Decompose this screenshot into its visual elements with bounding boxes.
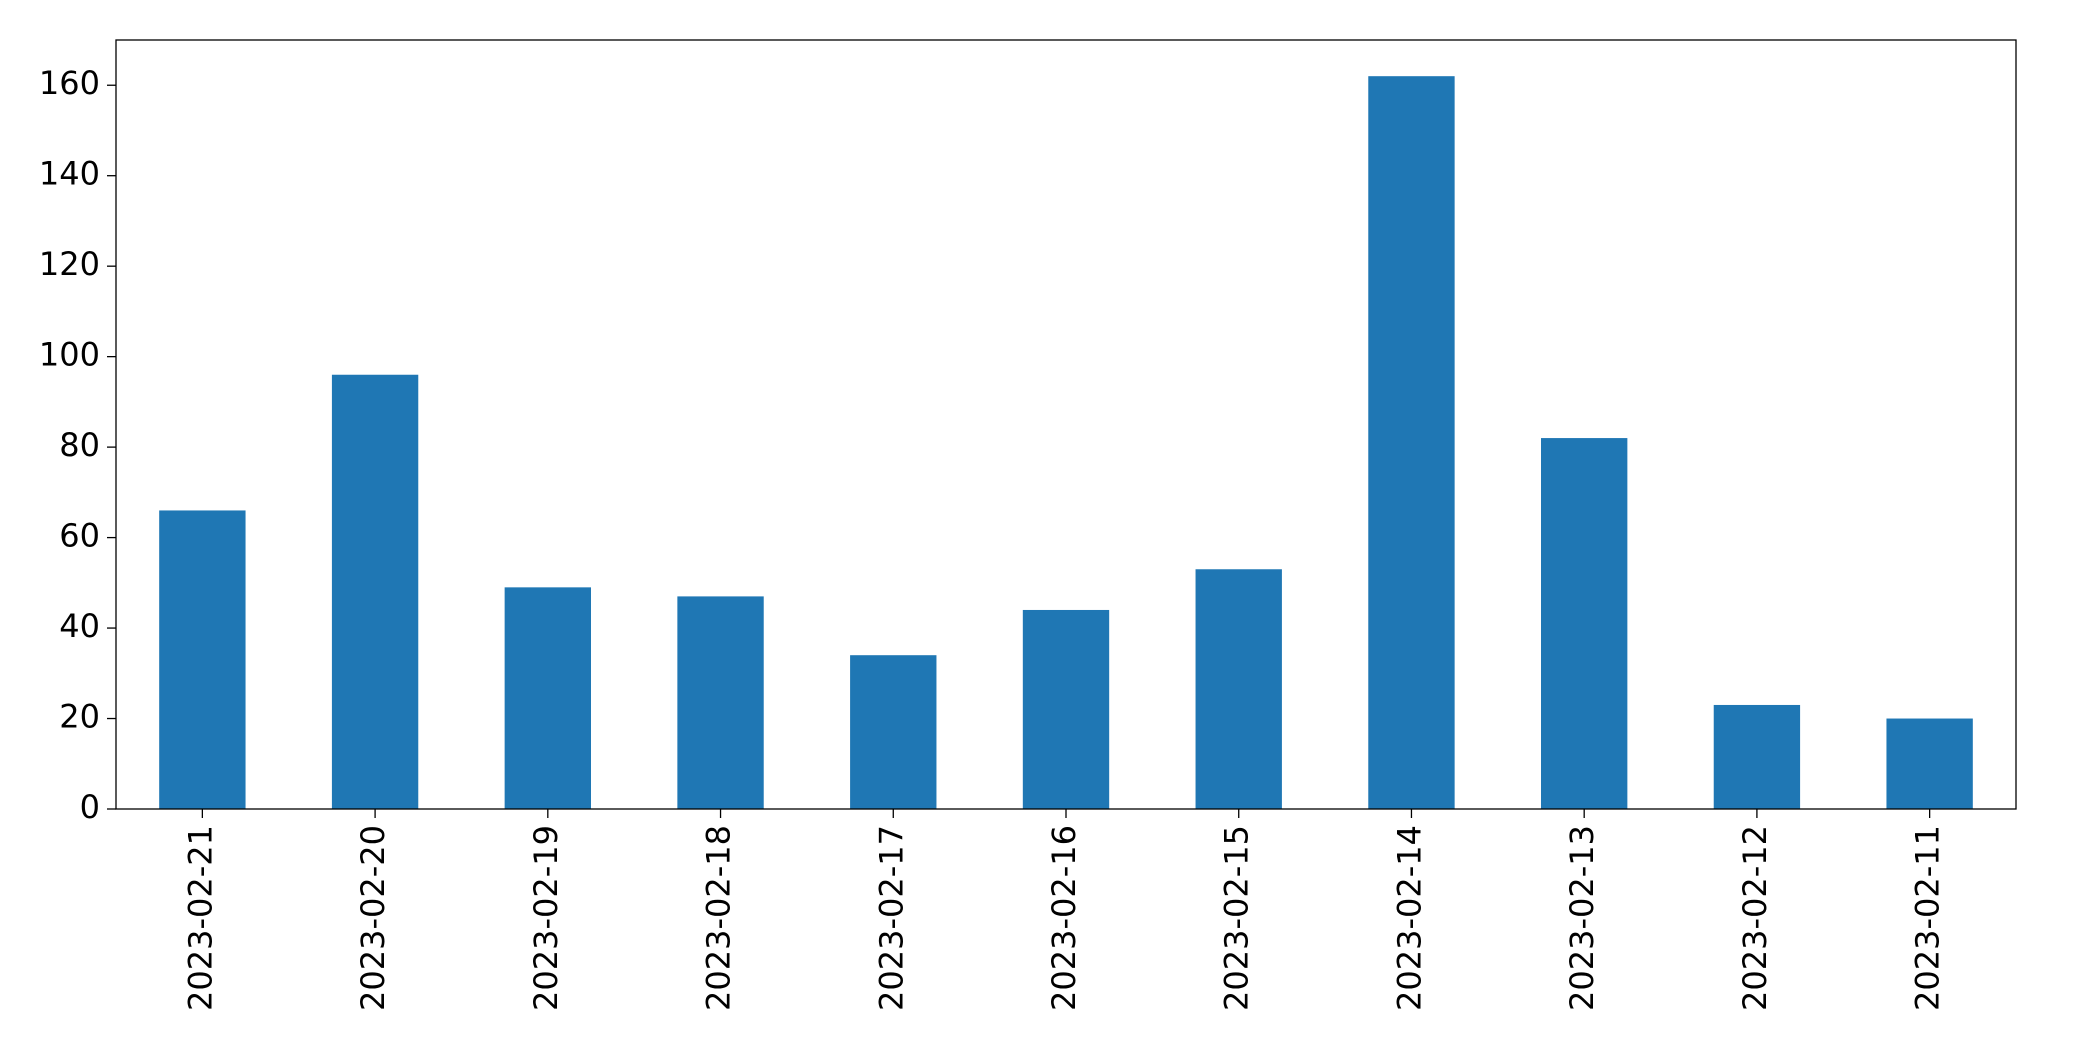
x-tick-label: 2023-02-15 bbox=[1218, 825, 1256, 1011]
x-tick-label: 2023-02-13 bbox=[1563, 825, 1601, 1011]
y-tick-label: 0 bbox=[80, 788, 100, 826]
y-tick-label: 140 bbox=[39, 155, 100, 193]
y-tick-label: 120 bbox=[39, 245, 100, 283]
x-tick-label: 2023-02-12 bbox=[1736, 825, 1774, 1011]
x-tick-label: 2023-02-14 bbox=[1390, 825, 1428, 1011]
plot-frame bbox=[115, 39, 2017, 810]
y-tick-label: 20 bbox=[59, 698, 100, 736]
bar bbox=[1886, 718, 1973, 809]
bar bbox=[1368, 76, 1455, 809]
bar bbox=[331, 374, 419, 809]
bar bbox=[850, 655, 937, 809]
y-tick-label: 160 bbox=[39, 64, 100, 102]
y-tick-label: 80 bbox=[59, 426, 100, 464]
bar bbox=[1195, 569, 1282, 809]
bar bbox=[504, 587, 591, 809]
x-tick-label: 2023-02-16 bbox=[1045, 825, 1083, 1011]
bar bbox=[1541, 438, 1628, 809]
bar bbox=[1022, 609, 1110, 809]
bar bbox=[677, 596, 764, 809]
y-tick-label: 100 bbox=[39, 336, 100, 374]
y-tick-label: 60 bbox=[59, 517, 100, 555]
x-tick-label: 2023-02-18 bbox=[700, 825, 738, 1011]
x-tick-label: 2023-02-21 bbox=[181, 825, 219, 1011]
x-tick-label: 2023-02-11 bbox=[1909, 825, 1947, 1011]
y-tick-label: 40 bbox=[59, 607, 100, 645]
x-tick-label: 2023-02-20 bbox=[354, 825, 392, 1011]
x-tick-label: 2023-02-19 bbox=[527, 825, 565, 1011]
bar bbox=[159, 510, 246, 809]
x-tick-label: 2023-02-17 bbox=[872, 825, 910, 1011]
bar bbox=[1713, 704, 1801, 809]
